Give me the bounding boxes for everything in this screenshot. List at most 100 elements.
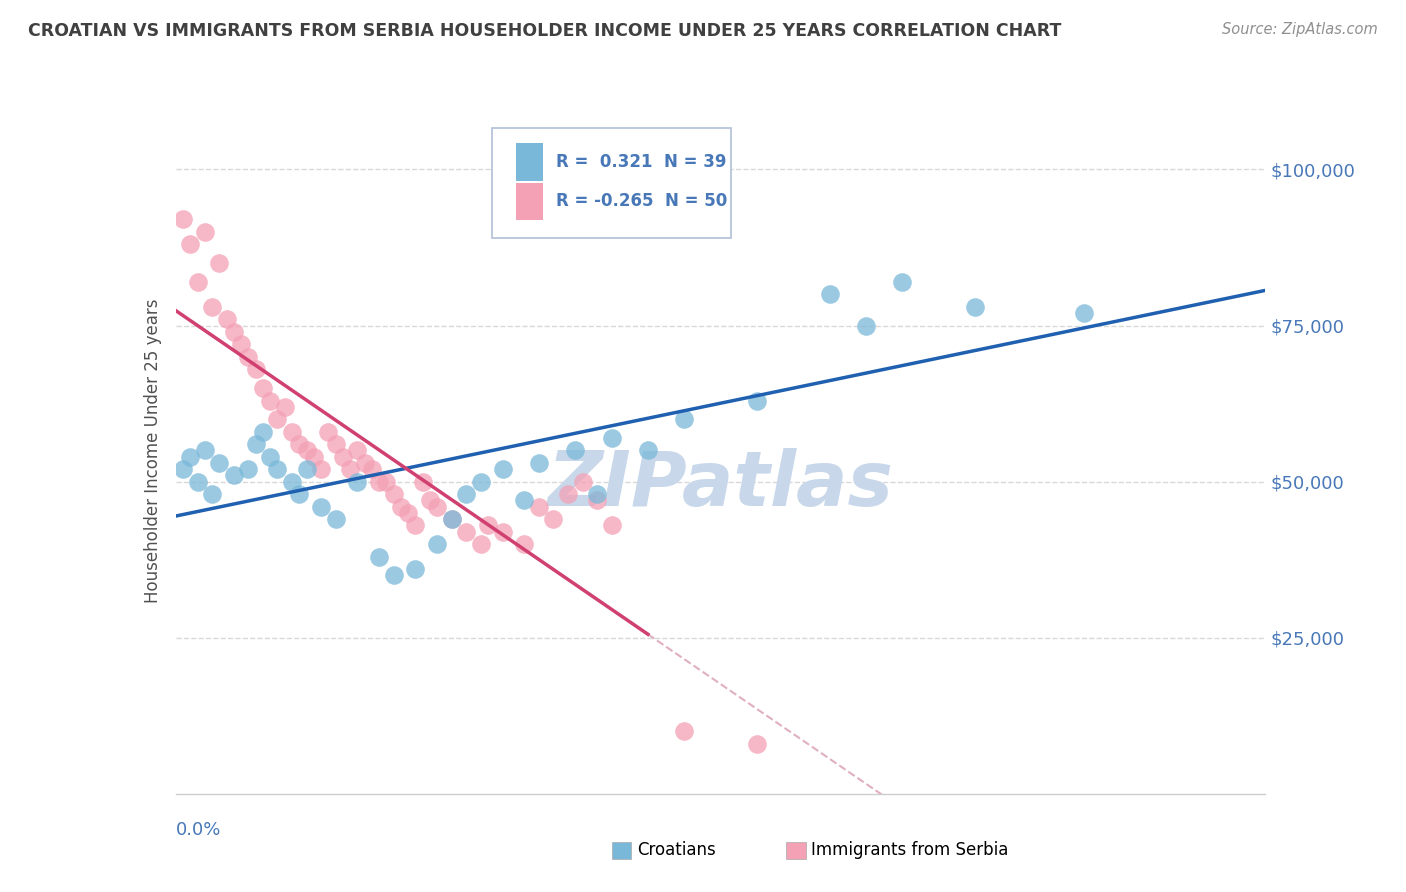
Point	[288, 437, 311, 451]
Point	[281, 475, 304, 489]
Point	[281, 425, 304, 439]
Text: R =  0.321  N = 39: R = 0.321 N = 39	[555, 153, 727, 171]
Point	[382, 568, 405, 582]
Text: Croatians: Croatians	[637, 841, 716, 859]
Point	[325, 512, 347, 526]
Point	[186, 475, 209, 489]
Point	[238, 350, 260, 364]
Point	[295, 462, 318, 476]
Point	[368, 475, 391, 489]
Point	[339, 462, 361, 476]
Point	[426, 537, 449, 551]
Point	[527, 456, 550, 470]
Point	[360, 462, 382, 476]
Point	[600, 431, 623, 445]
Point	[586, 487, 609, 501]
Point	[318, 425, 340, 439]
Point	[586, 493, 609, 508]
Point	[222, 468, 245, 483]
Point	[172, 212, 194, 227]
Point	[382, 487, 405, 501]
Point	[412, 475, 434, 489]
Point	[288, 487, 311, 501]
Point	[245, 362, 267, 376]
Point	[557, 487, 579, 501]
Text: CROATIAN VS IMMIGRANTS FROM SERBIA HOUSEHOLDER INCOME UNDER 25 YEARS CORRELATION: CROATIAN VS IMMIGRANTS FROM SERBIA HOUSE…	[28, 22, 1062, 40]
Point	[238, 462, 260, 476]
Text: 0.0%: 0.0%	[176, 822, 221, 839]
Point	[346, 475, 368, 489]
Point	[673, 724, 696, 739]
Point	[389, 500, 412, 514]
Point	[440, 512, 463, 526]
Point	[186, 275, 209, 289]
Point	[673, 412, 696, 426]
Point	[231, 337, 253, 351]
Point	[368, 549, 391, 564]
Point	[470, 475, 492, 489]
Point	[208, 456, 231, 470]
Point	[201, 300, 224, 314]
Point	[543, 512, 565, 526]
Point	[194, 443, 217, 458]
Point	[346, 443, 368, 458]
Point	[259, 393, 281, 408]
Point	[302, 450, 325, 464]
Point	[179, 450, 201, 464]
Point	[405, 518, 427, 533]
Point	[295, 443, 318, 458]
Point	[818, 287, 841, 301]
Point	[172, 462, 194, 476]
Point	[274, 400, 297, 414]
Point	[456, 524, 478, 539]
Point	[513, 537, 536, 551]
Point	[332, 450, 354, 464]
Point	[222, 325, 245, 339]
Point	[492, 462, 515, 476]
Point	[470, 537, 492, 551]
FancyBboxPatch shape	[516, 144, 543, 181]
Point	[252, 425, 274, 439]
Text: Source: ZipAtlas.com: Source: ZipAtlas.com	[1222, 22, 1378, 37]
Point	[477, 518, 499, 533]
Text: Immigrants from Serbia: Immigrants from Serbia	[811, 841, 1008, 859]
Point	[891, 275, 914, 289]
Point	[600, 518, 623, 533]
Point	[963, 300, 986, 314]
Point	[375, 475, 398, 489]
Point	[266, 412, 288, 426]
Point	[527, 500, 550, 514]
Point	[564, 443, 586, 458]
Point	[1073, 306, 1095, 320]
Point	[513, 493, 536, 508]
Point	[456, 487, 478, 501]
FancyBboxPatch shape	[492, 128, 731, 237]
Point	[245, 437, 267, 451]
Point	[201, 487, 224, 501]
Point	[259, 450, 281, 464]
Point	[266, 462, 288, 476]
Point	[396, 506, 419, 520]
FancyBboxPatch shape	[786, 842, 806, 859]
Point	[353, 456, 375, 470]
Point	[419, 493, 441, 508]
Point	[325, 437, 347, 451]
Point	[492, 524, 515, 539]
Point	[252, 381, 274, 395]
Text: R = -0.265  N = 50: R = -0.265 N = 50	[555, 193, 727, 211]
Point	[440, 512, 463, 526]
Y-axis label: Householder Income Under 25 years: Householder Income Under 25 years	[143, 298, 162, 603]
Point	[208, 256, 231, 270]
Point	[745, 393, 768, 408]
Text: ZIPatlas: ZIPatlas	[547, 448, 894, 522]
Point	[309, 462, 332, 476]
Point	[309, 500, 332, 514]
Point	[194, 225, 217, 239]
Point	[745, 737, 768, 751]
Point	[215, 312, 238, 326]
Point	[637, 443, 659, 458]
FancyBboxPatch shape	[612, 842, 631, 859]
Point	[855, 318, 877, 333]
FancyBboxPatch shape	[516, 183, 543, 220]
Point	[405, 562, 427, 576]
